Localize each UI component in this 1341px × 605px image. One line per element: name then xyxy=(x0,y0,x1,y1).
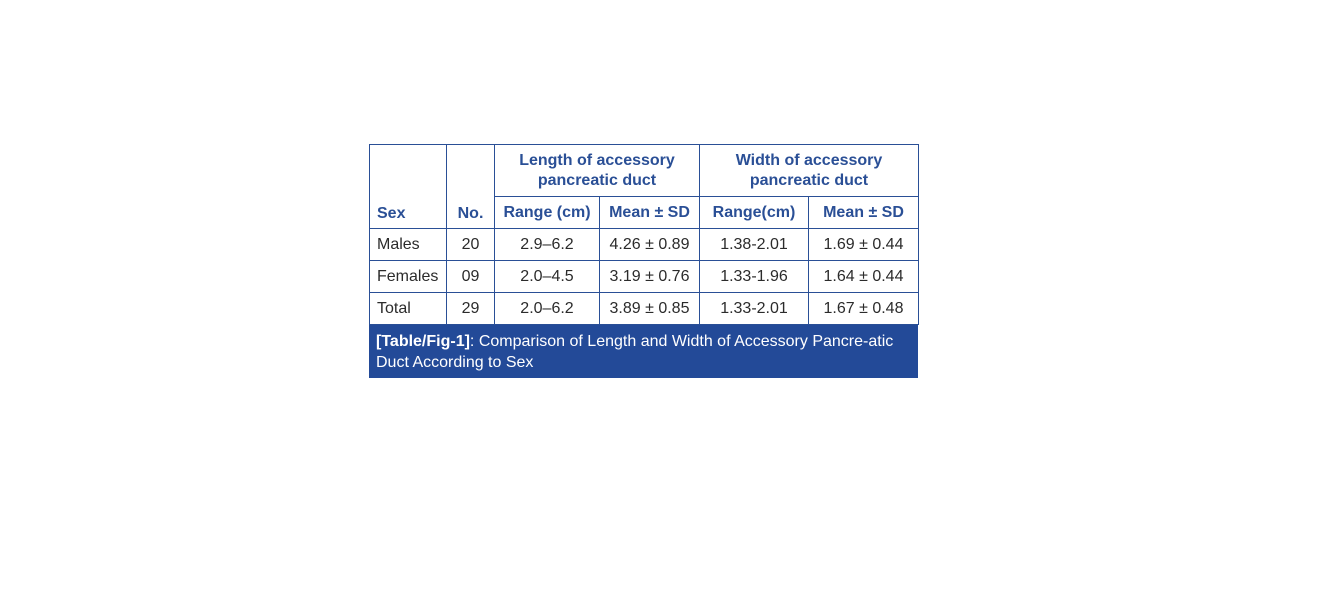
cell-width-range: 1.33-1.96 xyxy=(699,260,809,293)
duct-comparison-table: Sex No. Length of accessory pancreatic d… xyxy=(369,144,919,325)
header-sex: Sex xyxy=(369,144,447,229)
header-no: No. xyxy=(446,144,495,229)
cell-width-mean: 1.64 ± 0.44 xyxy=(808,260,919,293)
cell-length-mean: 4.26 ± 0.89 xyxy=(599,228,700,261)
cell-length-mean: 3.89 ± 0.85 xyxy=(599,292,700,325)
table-container: Sex No. Length of accessory pancreatic d… xyxy=(369,144,919,378)
caption-text: : Comparison of Length and Width of Acce… xyxy=(376,333,894,371)
cell-sex: Total xyxy=(369,292,447,325)
cell-width-mean: 1.69 ± 0.44 xyxy=(808,228,919,261)
header-length-group-label: Length of accessory pancreatic duct xyxy=(519,151,675,189)
cell-width-range: 1.38-2.01 xyxy=(699,228,809,261)
header-length-mean: Mean ± SD xyxy=(599,196,700,229)
cell-width-range: 1.33-2.01 xyxy=(699,292,809,325)
cell-sex: Females xyxy=(369,260,447,293)
header-row-sub: Range (cm) Mean ± SD Range(cm) Mean ± SD xyxy=(370,196,919,229)
cell-length-range: 2.0–6.2 xyxy=(494,292,600,325)
cell-length-range: 2.9–6.2 xyxy=(494,228,600,261)
table-row: Total 29 2.0–6.2 3.89 ± 0.85 1.33-2.01 1… xyxy=(369,292,919,325)
header-width-group: Width of accessory pancreatic duct xyxy=(699,144,919,197)
table-row: Males 20 2.9–6.2 4.26 ± 0.89 1.38-2.01 1… xyxy=(369,228,919,261)
header-width-range: Range(cm) xyxy=(699,196,809,229)
cell-width-mean: 1.67 ± 0.48 xyxy=(808,292,919,325)
cell-sex: Males xyxy=(369,228,447,261)
cell-length-mean: 3.19 ± 0.76 xyxy=(599,260,700,293)
header-length-range: Range (cm) xyxy=(494,196,600,229)
header-width-group-label: Width of accessory pancreatic duct xyxy=(735,151,883,189)
caption-label: [Table/Fig-1] xyxy=(376,333,470,350)
table-caption: [Table/Fig-1]: Comparison of Length and … xyxy=(369,325,918,378)
header-width-mean: Mean ± SD xyxy=(808,196,919,229)
table-row: Females 09 2.0–4.5 3.19 ± 0.76 1.33-1.96… xyxy=(369,260,919,293)
header-row-groups: Sex No. Length of accessory pancreatic d… xyxy=(369,144,919,229)
cell-no: 09 xyxy=(446,260,495,293)
cell-length-range: 2.0–4.5 xyxy=(494,260,600,293)
cell-no: 20 xyxy=(446,228,495,261)
cell-no: 29 xyxy=(446,292,495,325)
header-length-group: Length of accessory pancreatic duct xyxy=(494,144,700,197)
